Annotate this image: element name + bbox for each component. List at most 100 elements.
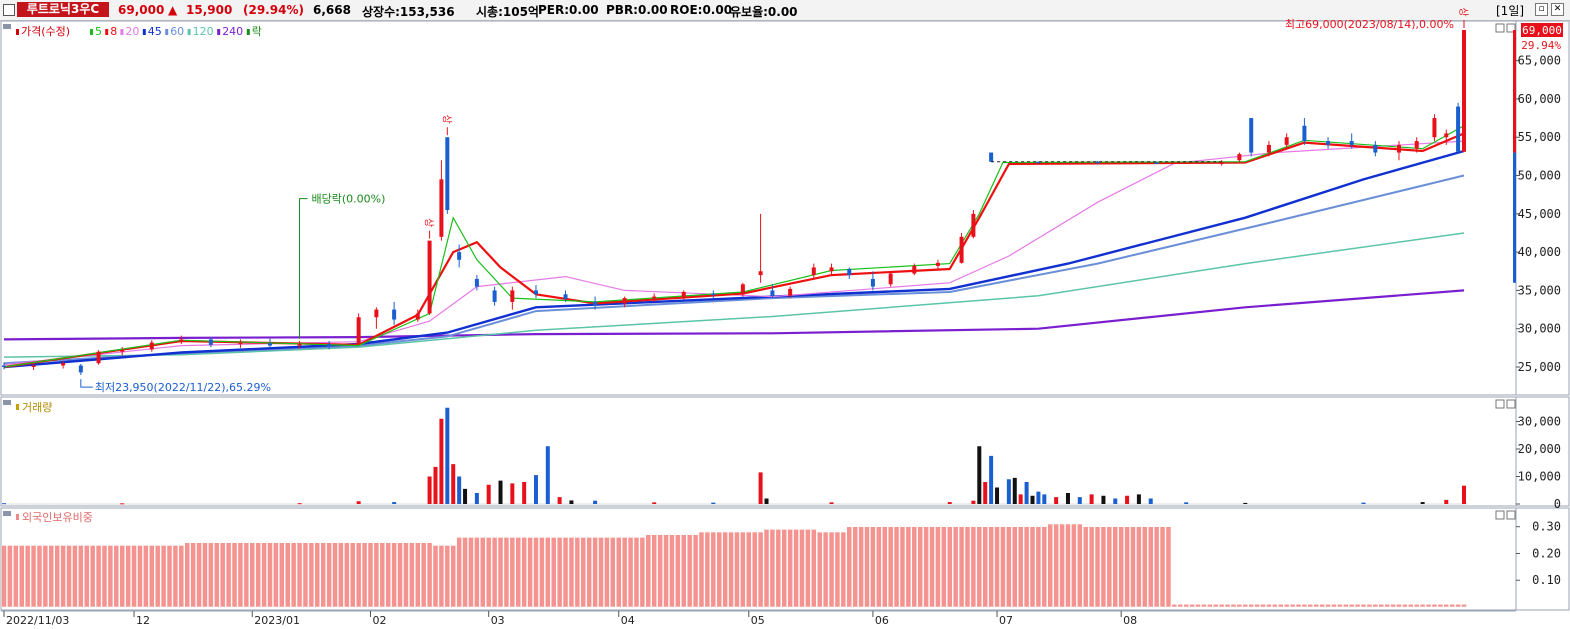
foreign-ratio-bar [1461,604,1467,608]
limit-up-marker: 상 [423,218,435,227]
foreign-ratio-bar [72,545,78,608]
foreign-ratio-bar [1218,604,1225,608]
price-tick-label: 35,000 [1518,283,1561,297]
foreign-ratio-bar [580,537,587,608]
foreign-ratio-bar [610,537,616,608]
foreign-ratio-bar [113,545,120,608]
foreign-ratio-bar [95,545,102,608]
candle-down [770,290,775,296]
foreign-ratio-bar [929,526,935,608]
volume-tick-label: 10,000 [1518,470,1561,484]
foreign-ratio-bar [1443,604,1450,608]
up-arrow-icon: ▲ [168,3,178,17]
foreign-ratio-bar [1100,526,1107,608]
volume-bar [977,446,982,504]
foreign-ratio-bar [923,526,929,608]
foreign-ratio-bar [231,542,238,608]
legend-label: 가격(수정) [21,25,70,38]
foreign-ratio-bar [302,542,309,608]
foreign-tick-label: 0.20 [1532,546,1561,560]
foreign-ratio-bar [1307,604,1314,608]
listed-shares: 상장수:153,536 [362,5,455,19]
roe-value: ROE:0.00 [670,3,733,17]
candle-up [912,265,917,274]
foreign-ratio-bar [651,534,657,608]
volume-bar [1243,502,1248,504]
foreign-ratio-bar [1348,604,1355,608]
foreign-ratio-bar [373,542,380,608]
foreign-ratio-bar [864,526,870,608]
foreign-ratio-bar [1384,604,1390,608]
foreign-ratio-bar [1224,604,1231,608]
float-ratio: 유보율:0.00 [730,5,798,19]
low-annotation: 최저23,950(2022/11/22),65.29% [95,381,271,394]
foreign-ratio-bar [952,526,959,608]
close-icon[interactable]: ✕ [1551,3,1564,16]
foreign-ratio-bar [1248,604,1254,608]
foreign-ratio-bar [811,529,817,608]
select-checkbox[interactable] [3,4,15,16]
candle-down [1302,125,1307,142]
candle-up [120,350,125,352]
foreign-ratio-bar [645,534,652,608]
foreign-ratio-bar [296,542,303,608]
price-tick-label: 45,000 [1518,207,1561,221]
foreign-ratio-bar [1041,526,1048,608]
candle-up [1284,137,1289,145]
foreign-ratio-bar [740,531,746,608]
volume-bar [1012,477,1017,504]
foreign-ratio-bar [320,542,326,608]
stock-name[interactable]: 루트로닉3우C [17,2,109,17]
price-tick-label: 50,000 [1518,169,1561,183]
volume-bar [1101,495,1106,504]
maximize-icon[interactable]: ▫ [1535,3,1548,16]
candle-down [1036,161,1041,164]
foreign-ratio-bar [1278,604,1284,608]
foreign-ratio-bar [681,534,687,608]
foreign-ratio-bar [533,537,539,608]
current-percent-tag: 29.94% [1521,39,1561,52]
candle-down [327,344,332,347]
foreign-ratio-bar [1319,604,1325,608]
candle-up [1432,118,1437,138]
foreign-ratio-bar [941,526,947,608]
foreign-ratio-bar [1159,526,1166,608]
foreign-ratio-bar [1449,604,1455,608]
candle-up [415,313,420,320]
foreign-ratio-bar [757,531,764,608]
foreign-ratio-bar [598,537,604,608]
volume-bar [764,498,769,504]
foreign-ratio-bar [178,545,185,608]
legend-label: 락 [252,25,262,38]
price-panel-frame [0,20,1517,396]
foreign-ratio-bar [214,542,220,608]
legend-swatch [165,29,169,35]
foreign-ratio-bar [450,545,456,608]
volume-bar [120,503,125,505]
foreign-ratio-bar [633,537,640,608]
foreign-ratio-bar [870,526,876,608]
foreign-ratio-bar [568,537,575,608]
volume-bar [498,480,503,504]
foreign-ratio-bar [911,526,918,608]
price-panel-menu-icon [3,24,11,29]
price-tick-label: 25,000 [1518,360,1561,374]
foreign-ratio-bar [1236,604,1243,608]
foreign-ratio-bar [1147,526,1154,608]
foreign-ratio-bar [988,526,994,608]
foreign-ratio-bar [574,537,581,608]
foreign-ratio-bar [249,542,256,608]
volume-bar [356,501,361,504]
volume-tick-label: 20,000 [1518,442,1561,456]
candle-up [61,363,66,366]
volume-bar [1148,498,1153,504]
volume-bar [829,502,834,504]
foreign-ratio-bar [1408,604,1414,608]
x-tick-label: 05 [751,614,765,627]
foreign-ratio-bar [480,537,486,608]
foreign-ratio-bar [13,545,19,608]
per-value: PER:0.00 [538,3,599,17]
foreign-ratio-bar [172,545,179,608]
period-selector[interactable]: [1일] [1496,4,1525,18]
